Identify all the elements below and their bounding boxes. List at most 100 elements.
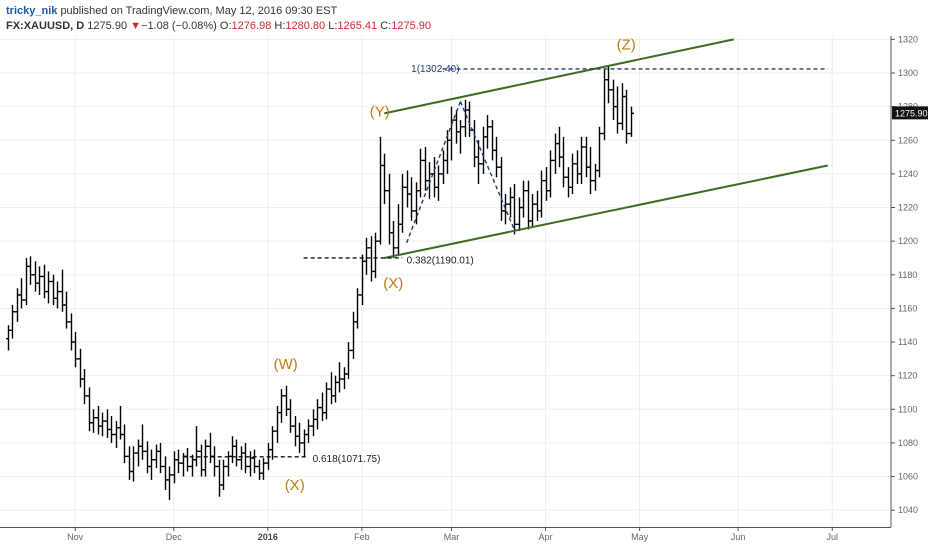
low-value: 1265.41 bbox=[337, 20, 378, 32]
time-tick-label: Dec bbox=[166, 532, 183, 542]
ohlc-bar bbox=[561, 136, 566, 188]
ohlc-bar bbox=[485, 115, 490, 149]
ohlc-bar bbox=[512, 183, 517, 235]
ohlc-bar bbox=[167, 466, 172, 501]
ohlc-bar bbox=[337, 362, 342, 393]
high-label: H: bbox=[274, 20, 286, 32]
last-price-tag: 1275.90 bbox=[892, 106, 928, 120]
ohlc-bar bbox=[535, 190, 540, 221]
ohlc-bar bbox=[19, 278, 24, 309]
ohlc-bar bbox=[548, 150, 553, 198]
ohlc-bar bbox=[526, 180, 531, 230]
last-price-tag-label: 1275.90 bbox=[895, 108, 928, 118]
time-axis[interactable]: Nov Dec 2016 Feb Mar Apr May Jun Jul bbox=[67, 527, 838, 542]
ohlc-bar bbox=[64, 291, 69, 329]
ohlc-bar bbox=[46, 271, 51, 304]
ohlc-bar bbox=[221, 459, 226, 491]
ohlc-bar bbox=[212, 446, 217, 477]
ohlc-bar bbox=[503, 194, 508, 225]
ohlc-bar bbox=[122, 424, 127, 464]
ohlc-bar bbox=[33, 261, 38, 292]
ohlc-bar bbox=[96, 405, 101, 435]
ohlc-bar bbox=[517, 197, 522, 232]
ohlc-bar bbox=[140, 424, 145, 460]
ohlc-bar bbox=[172, 451, 177, 484]
ohlc-bar bbox=[136, 439, 141, 467]
ohlc-bar bbox=[185, 447, 190, 472]
ohlc-bar bbox=[311, 409, 316, 437]
ohlc-bar bbox=[472, 120, 477, 168]
ohlc-bar bbox=[154, 444, 159, 469]
ohlc-bar bbox=[55, 281, 60, 309]
ohlc-bar bbox=[320, 392, 325, 422]
channel-upper-line bbox=[384, 38, 734, 115]
ohlc-bar bbox=[158, 442, 163, 474]
author-link[interactable]: tricky_nik bbox=[6, 5, 58, 17]
ohlc-bar bbox=[351, 311, 356, 359]
ohlc-bar bbox=[476, 140, 481, 184]
price-tick-label: 1140 bbox=[898, 337, 917, 347]
ohlc-bar bbox=[176, 449, 181, 474]
ohlc-bar bbox=[566, 167, 571, 198]
wave-label: (X) bbox=[285, 477, 305, 494]
ohlc-bar bbox=[261, 458, 266, 480]
ohlc-bar bbox=[78, 348, 83, 388]
chart-header: tricky_nik published on TradingView.com,… bbox=[0, 0, 932, 36]
ohlc-bar bbox=[342, 367, 347, 390]
ohlc-bar bbox=[373, 232, 378, 279]
time-tick-label: Mar bbox=[444, 532, 460, 542]
ohlc-bar bbox=[508, 187, 513, 218]
ohlc-bar bbox=[234, 439, 239, 467]
ohlc-bar bbox=[145, 441, 150, 474]
symbol-name[interactable]: FX:XAUUSD, D bbox=[6, 20, 85, 32]
fib-level-label: 0.382(1190.01) bbox=[407, 255, 474, 266]
ohlc-bar bbox=[127, 446, 132, 480]
ohlc-bar bbox=[360, 254, 365, 306]
ohlc-bar bbox=[458, 120, 463, 154]
ohlc-bar bbox=[329, 372, 334, 405]
ohlc-bar bbox=[570, 153, 575, 195]
ohlc-bar bbox=[405, 170, 410, 208]
ohlc-bar bbox=[91, 409, 96, 433]
time-tick-label: Feb bbox=[354, 532, 370, 542]
price-tick-label: 1220 bbox=[898, 203, 918, 213]
ohlc-bar bbox=[42, 264, 47, 299]
ohlc-bar bbox=[73, 331, 78, 368]
ohlc-bar bbox=[324, 382, 329, 420]
close-value: 1275.90 bbox=[391, 20, 431, 32]
ohlc-bar bbox=[494, 136, 499, 178]
ohlc-bar bbox=[109, 416, 114, 443]
ohlc-bar bbox=[114, 421, 119, 448]
ohlc-bar bbox=[226, 451, 231, 477]
price-tick-label: 1260 bbox=[898, 135, 918, 145]
low-label: L: bbox=[328, 20, 338, 32]
time-tick-label: Jun bbox=[731, 532, 746, 542]
ohlc-bar bbox=[557, 126, 562, 168]
ohlc-bar bbox=[208, 432, 213, 464]
ohlc-bar bbox=[163, 456, 168, 491]
price-tick-label: 1200 bbox=[898, 236, 918, 246]
ohlc-bar bbox=[423, 146, 428, 191]
ohlc-bar bbox=[355, 288, 360, 329]
channel-lower-line bbox=[384, 164, 828, 259]
ohlc-bar bbox=[37, 266, 42, 295]
ohlc-bar bbox=[230, 436, 235, 464]
fib-level-label: 0.618(1071.75) bbox=[313, 454, 381, 465]
price-tick-label: 1240 bbox=[898, 169, 918, 179]
price-tick-label: 1100 bbox=[898, 404, 917, 414]
ohlc-bar bbox=[629, 106, 634, 137]
price-tick-label: 1080 bbox=[898, 438, 918, 448]
ohlc-bar bbox=[579, 136, 584, 184]
time-tick-label: 2016 bbox=[258, 532, 278, 542]
ohlc-bar bbox=[190, 454, 195, 477]
ohlc-bar bbox=[194, 426, 199, 467]
price-tick-label: 1320 bbox=[898, 34, 918, 44]
wave-label: (W) bbox=[274, 356, 298, 373]
down-arrow-icon: ▼ bbox=[130, 20, 142, 32]
ohlc-bar bbox=[575, 150, 580, 184]
ohlc-bar bbox=[203, 439, 208, 477]
price-tick-label: 1180 bbox=[898, 270, 917, 280]
ohlc-bar bbox=[248, 451, 253, 477]
ohlc-bar bbox=[239, 446, 244, 470]
